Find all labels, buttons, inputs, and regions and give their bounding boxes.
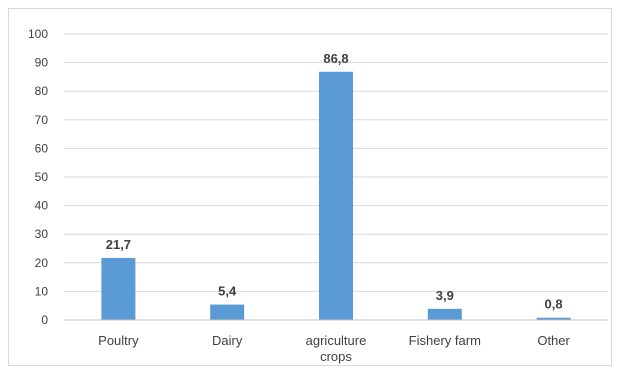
y-tick-label: 0 xyxy=(41,313,48,327)
bars xyxy=(101,71,571,320)
x-category-label: Other xyxy=(537,333,570,348)
x-category-label: agriculture xyxy=(306,333,367,348)
bar-4 xyxy=(536,317,571,320)
y-tick-label: 40 xyxy=(35,199,49,213)
data-label: 0,8 xyxy=(545,297,563,312)
y-tick-label: 60 xyxy=(35,141,49,155)
x-category-label: Fishery farm xyxy=(409,333,481,348)
data-label: 21,7 xyxy=(106,237,131,252)
y-axis-ticks: 0 10 20 30 40 50 60 70 80 90 100 xyxy=(28,27,48,327)
bar-1 xyxy=(210,304,245,320)
data-label: 86,8 xyxy=(323,51,348,66)
y-tick-label: 10 xyxy=(35,284,49,298)
y-tick-label: 30 xyxy=(35,227,49,241)
bar-0 xyxy=(101,257,136,320)
y-tick-label: 70 xyxy=(35,113,49,127)
bar-2 xyxy=(319,71,353,320)
y-tick-label: 50 xyxy=(35,170,49,184)
data-label: 3,9 xyxy=(436,288,454,303)
gridlines xyxy=(64,33,608,292)
x-category-label: Dairy xyxy=(212,333,243,348)
y-tick-label: 20 xyxy=(35,256,49,270)
x-category-label: Poultry xyxy=(98,333,139,348)
y-tick-label: 80 xyxy=(35,84,49,98)
x-category-label: crops xyxy=(320,349,352,364)
data-label: 5,4 xyxy=(218,284,237,299)
y-tick-label: 100 xyxy=(28,27,48,41)
bar-3 xyxy=(427,308,462,320)
data-labels: 21,7 5,4 86,8 3,9 0,8 xyxy=(106,51,563,312)
y-tick-label: 90 xyxy=(35,56,49,70)
